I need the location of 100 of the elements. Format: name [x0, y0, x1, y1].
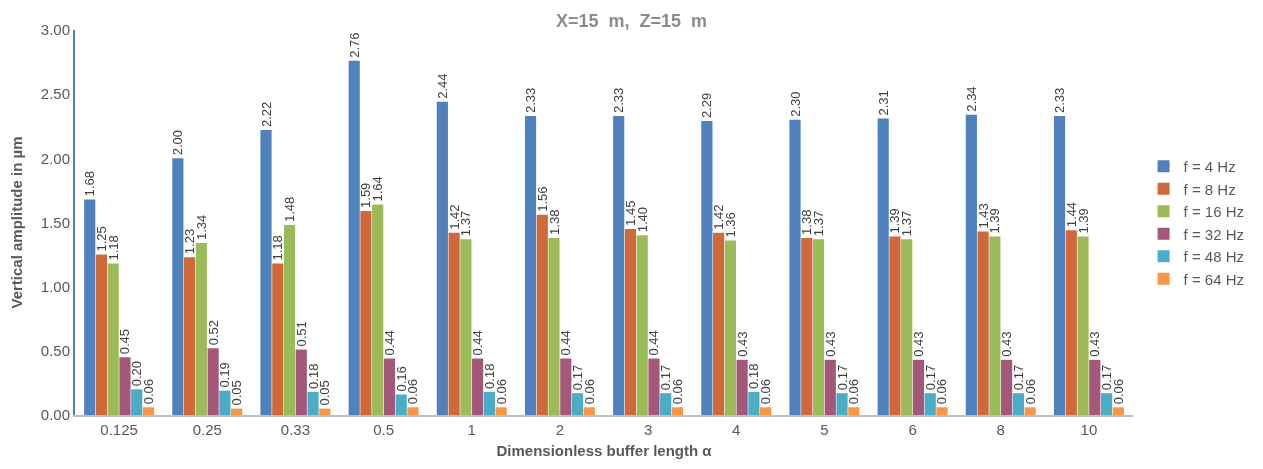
bar — [560, 358, 572, 415]
bar — [760, 407, 772, 415]
bar — [360, 210, 372, 415]
bar — [172, 158, 184, 415]
bar — [613, 115, 625, 415]
legend-label: f = 4 Hz — [1183, 158, 1236, 176]
chart-title: X=15 m, Z=15 m — [555, 10, 708, 31]
data-label: 2.29 — [699, 92, 715, 119]
data-label: 0.43 — [1087, 331, 1103, 357]
bar — [319, 408, 331, 415]
bar — [107, 263, 119, 415]
bar — [383, 358, 396, 415]
bar — [272, 263, 284, 415]
text: 1.00 — [40, 277, 70, 295]
bar — [119, 357, 131, 415]
bar — [407, 407, 419, 415]
data-label: 0.44 — [470, 330, 486, 356]
bar — [877, 118, 889, 415]
bar — [472, 358, 484, 415]
x-tick-label: 1 — [467, 421, 476, 438]
bar — [495, 407, 507, 415]
bar — [219, 390, 231, 415]
bar — [924, 393, 936, 415]
bar — [483, 391, 495, 415]
bar — [724, 240, 736, 415]
bar — [912, 359, 925, 415]
x-tick-label: 2 — [555, 421, 565, 438]
bar — [283, 225, 296, 415]
data-label: 0.51 — [293, 321, 309, 347]
bar — [636, 235, 648, 415]
data-label: 1.38 — [546, 209, 562, 235]
bar — [307, 391, 319, 415]
data-label: 1.48 — [282, 196, 298, 223]
bar — [671, 407, 684, 415]
data-label: 2.31 — [875, 90, 891, 116]
bar — [460, 239, 472, 415]
x-tick-label: 10 — [1080, 421, 1098, 438]
bar — [1077, 236, 1089, 415]
bar — [1001, 359, 1013, 415]
bar — [131, 389, 143, 415]
data-label: 2.30 — [787, 91, 803, 117]
bar — [901, 239, 913, 415]
bar — [1065, 230, 1077, 415]
bar — [395, 394, 407, 415]
data-label: 0.43 — [999, 331, 1015, 357]
data-label: 0.44 — [646, 330, 662, 356]
x-tick-label: 5 — [820, 421, 829, 438]
bar — [195, 243, 207, 415]
bar — [1100, 393, 1113, 415]
text: 2.50 — [40, 85, 70, 103]
bar — [372, 204, 384, 415]
data-label: 1.18 — [270, 235, 286, 261]
bar — [848, 407, 860, 415]
data-label: 1.56 — [534, 186, 550, 212]
bar — [1053, 115, 1066, 415]
bar — [548, 237, 560, 415]
bar — [648, 358, 660, 415]
data-label: 0.44 — [381, 330, 397, 356]
bar — [571, 393, 584, 415]
bar — [660, 393, 672, 415]
text: 3.00 — [40, 21, 70, 39]
legend-label: f = 8 Hz — [1183, 180, 1236, 198]
x-tick-label: 8 — [996, 421, 1005, 438]
data-label: 2.22 — [258, 101, 274, 128]
bar — [748, 391, 760, 415]
text: 1.50 — [40, 213, 70, 231]
text: 2.00 — [40, 149, 70, 167]
bar — [789, 119, 801, 415]
bar — [295, 349, 307, 415]
legend-label: f = 16 Hz — [1183, 203, 1245, 221]
x-tick-label: 0.125 — [100, 421, 138, 438]
bar — [260, 130, 272, 415]
data-label: 2.33 — [523, 87, 539, 113]
bar — [1024, 407, 1036, 415]
bar — [713, 232, 725, 415]
bar — [583, 407, 595, 415]
bar — [184, 257, 196, 415]
data-label: 0.43 — [734, 331, 750, 357]
data-label: 1.68 — [82, 171, 98, 197]
bar — [436, 101, 448, 415]
legend-label: f = 32 Hz — [1183, 225, 1245, 243]
bar — [965, 114, 977, 415]
bar — [824, 359, 836, 415]
bar — [989, 236, 1001, 415]
data-label: 2.33 — [1052, 87, 1068, 113]
bar — [801, 237, 813, 415]
bar — [207, 348, 219, 415]
data-label: 0.44 — [558, 330, 574, 356]
bar — [348, 60, 360, 415]
bar — [812, 239, 825, 415]
x-tick-label: 4 — [732, 421, 741, 438]
data-label: 0.45 — [117, 328, 133, 355]
legend-label: f = 48 Hz — [1183, 248, 1245, 266]
bar — [524, 115, 537, 415]
bar — [95, 254, 108, 415]
bar — [836, 393, 848, 415]
bar — [1089, 359, 1101, 415]
bar — [1012, 393, 1024, 415]
data-label: 0.43 — [822, 331, 838, 357]
bar — [448, 232, 460, 415]
